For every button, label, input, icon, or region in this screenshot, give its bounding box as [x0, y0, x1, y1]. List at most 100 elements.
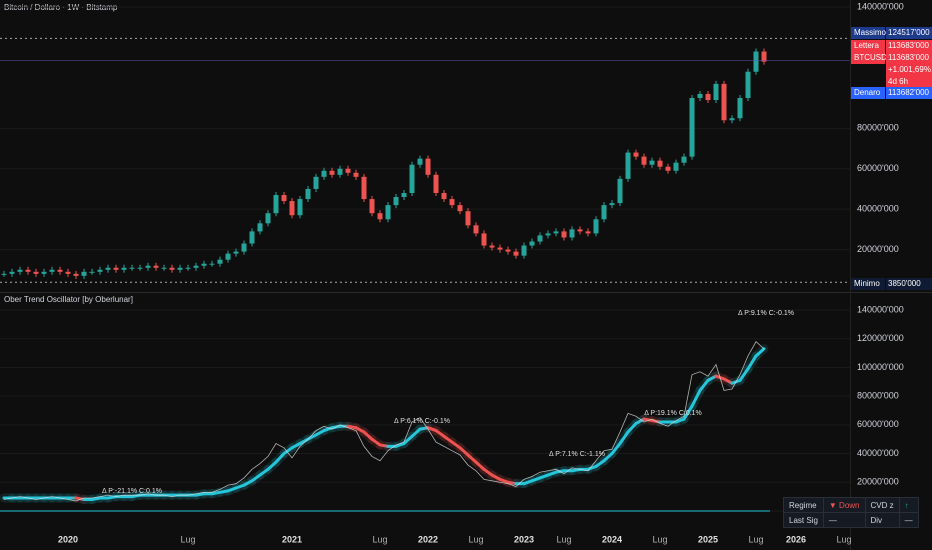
- table-cell: Regime: [783, 497, 824, 513]
- trend-segment: [466, 453, 478, 464]
- candle: [649, 160, 655, 165]
- candle: [641, 156, 647, 165]
- trend-segment: [314, 429, 326, 437]
- candle: [33, 271, 39, 274]
- y-tick-label: 20000'000: [857, 477, 899, 487]
- candle: [633, 152, 639, 157]
- signal-annotation: Δ P:-21.1% C:0.1%: [102, 488, 162, 495]
- candle: [713, 83, 719, 101]
- price-tag-bg: [886, 27, 932, 39]
- candle: [161, 267, 167, 269]
- trend-segment: [274, 452, 286, 464]
- candle: [489, 245, 495, 248]
- table-cell: Last Sig: [783, 512, 824, 528]
- trend-segment: [618, 430, 630, 446]
- candle: [369, 199, 375, 214]
- table-cell: ↑: [898, 497, 919, 513]
- candle: [281, 195, 287, 202]
- y-tick-label: 20000'000: [857, 244, 899, 254]
- x-tick-label: Lug: [748, 534, 763, 544]
- candle: [89, 271, 95, 273]
- price-tag-label: BTCUSD: [854, 53, 887, 62]
- candle: [233, 251, 239, 254]
- candle: [537, 235, 543, 242]
- table-cell: Div: [864, 512, 900, 528]
- trend-segment: [738, 367, 750, 382]
- x-tick-label: 2022: [418, 534, 438, 544]
- candle: [617, 178, 623, 204]
- x-tick-label: 2026: [786, 534, 806, 544]
- trend-segment: [258, 467, 270, 477]
- candle: [753, 51, 759, 72]
- trend-segment: [698, 378, 710, 392]
- table-cell: ▼ Down: [822, 497, 866, 513]
- candle: [409, 164, 415, 193]
- candle: [401, 192, 407, 198]
- candle: [425, 158, 431, 175]
- candle: [393, 197, 399, 206]
- candle: [297, 199, 303, 216]
- trend-segment: [490, 473, 502, 481]
- price-tag-bg: [886, 87, 932, 99]
- candle: [505, 249, 511, 252]
- candle: [585, 231, 591, 234]
- price-tag-label-bg: [851, 27, 885, 39]
- candle: [1, 273, 7, 275]
- trend-segment: [410, 427, 422, 438]
- candle: [513, 251, 519, 256]
- price-tag-value: 113682'000: [888, 88, 930, 97]
- candle: [433, 174, 439, 193]
- trend-segment: [370, 437, 382, 447]
- trend-segment: [602, 452, 614, 463]
- candle: [705, 93, 711, 101]
- price-tag-change: +1.001,69%: [888, 65, 931, 74]
- trend-segment: [682, 404, 694, 421]
- candle: [481, 233, 487, 246]
- signal-annotation: Δ P:6.1% C:-0.1%: [394, 418, 450, 425]
- candle: [545, 233, 551, 236]
- price-line: [3, 340, 765, 502]
- signal-annotation: Δ P:19.1% C:0.1%: [644, 410, 702, 417]
- price-tag-value: 124517'000: [888, 28, 930, 37]
- candle: [353, 172, 359, 177]
- y-tick-label: 80000'000: [857, 391, 899, 401]
- x-tick-label: 2023: [514, 534, 534, 544]
- trend-segment: [290, 442, 302, 450]
- candle: [577, 229, 583, 232]
- y-tick-label: 60000'000: [857, 419, 899, 429]
- candle: [121, 267, 127, 270]
- price-tag-label: Lettera: [854, 41, 879, 50]
- table-row: Regime ▼ Down CVD z ↑: [783, 497, 919, 513]
- y-tick-label: 100000'000: [857, 362, 904, 372]
- candle: [129, 267, 135, 269]
- trend-segment: [626, 421, 638, 434]
- price-tag-value: 113683'000: [888, 53, 930, 62]
- indicator-title: Ober Trend Oscillator [by Oberlunar]: [4, 295, 133, 304]
- candle: [169, 267, 175, 270]
- candle: [153, 265, 159, 268]
- candle: [745, 71, 751, 99]
- y-tick-label: 80000'000: [857, 123, 899, 133]
- candle: [345, 168, 351, 173]
- candle: [665, 166, 671, 171]
- candle: [457, 205, 463, 212]
- candle: [9, 271, 15, 274]
- candle: [737, 98, 743, 119]
- chart-title: Bitcoin / Dollaro · 1W · Bitstamp: [4, 3, 118, 12]
- candle: [329, 170, 335, 175]
- candle: [177, 267, 183, 270]
- trend-segment: [250, 473, 262, 483]
- trend-segment: [474, 460, 486, 471]
- candle: [49, 269, 55, 272]
- candle: [313, 176, 319, 189]
- y-tick-label: 120000'000: [857, 333, 904, 343]
- candle: [273, 195, 279, 214]
- trend-segment: [482, 467, 494, 477]
- trend-segment: [306, 433, 318, 441]
- candle: [385, 205, 391, 220]
- candle: [321, 170, 327, 177]
- candle: [761, 51, 767, 62]
- trend-segment: [354, 426, 366, 434]
- trend-segment: [690, 388, 702, 408]
